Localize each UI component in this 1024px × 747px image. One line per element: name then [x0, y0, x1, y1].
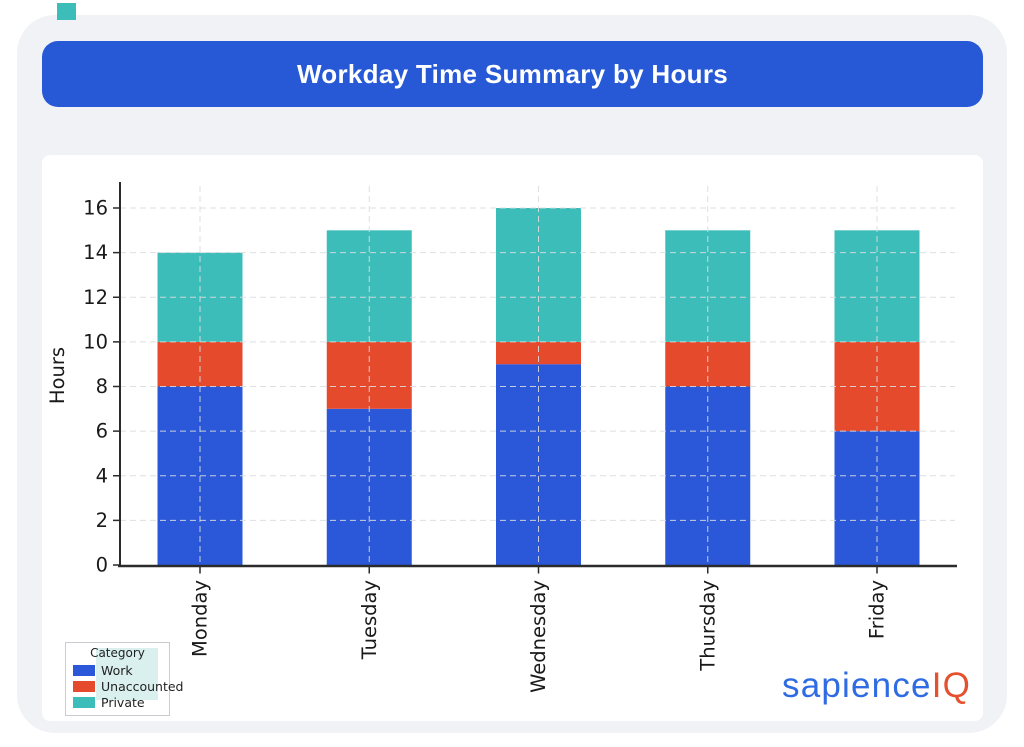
- y-tick-label: 8: [96, 375, 108, 398]
- legend-swatch-work: [73, 664, 95, 676]
- card: Workday Time Summary by Hours 0 2 4 6 8 10 12 1…: [17, 15, 1007, 733]
- legend-label: Unaccounted: [101, 678, 184, 694]
- legend-item: Unaccounted: [71, 678, 184, 694]
- legend-swatch-unaccounted: [73, 680, 95, 692]
- brand-chip: [57, 3, 76, 20]
- legend-item: Work: [71, 662, 164, 678]
- legend-swatch-private: [73, 696, 95, 708]
- x-tick-label: Friday: [866, 580, 889, 639]
- legend-title: Category: [90, 646, 145, 660]
- bar-segment-wednesday-unaccounted: [496, 341, 581, 365]
- legend-items: Work Unaccounted Private: [71, 662, 184, 710]
- title-banner: Workday Time Summary by Hours: [42, 41, 983, 107]
- page-title: Workday Time Summary by Hours: [296, 58, 729, 89]
- y-tick-label: 2: [96, 509, 108, 532]
- y-tick-label: 10: [83, 330, 108, 353]
- y-tick-label: 16: [83, 197, 108, 220]
- logo-text-primary: sapience: [782, 666, 932, 705]
- legend-label: Work: [101, 662, 133, 678]
- legend-item: Private: [71, 694, 164, 710]
- x-tick-label: Thursday: [696, 580, 719, 672]
- y-tick-label: 0: [96, 554, 108, 577]
- y-axis-title: Hours: [46, 347, 69, 404]
- x-tick-label: Monday: [189, 580, 212, 657]
- y-tick-label: 4: [96, 464, 108, 487]
- y-tick-label: 6: [96, 420, 108, 443]
- y-tick-label: 14: [83, 241, 108, 264]
- chart-panel: 0 2 4 6 8 10 12 14 16 Monday Tuesday Wednesday Thurs…: [42, 155, 983, 721]
- x-tick-label: Wednesday: [527, 580, 550, 693]
- sapienceiq-logo: sapienceIQ: [782, 666, 971, 706]
- y-tick-label: 12: [83, 286, 108, 309]
- x-tick-label: Tuesday: [358, 580, 381, 660]
- logo-text-accent: IQ: [931, 666, 972, 705]
- legend-highlight: [96, 648, 158, 700]
- chart-legend: Category Work Unaccounted Private: [65, 642, 184, 716]
- bar-segment-wednesday-work: [496, 364, 581, 565]
- stacked-bar-chart: 0 2 4 6 8 10 12 14 16 Monday Tuesday Wednesday Thurs…: [46, 182, 957, 693]
- legend-label: Private: [101, 694, 145, 710]
